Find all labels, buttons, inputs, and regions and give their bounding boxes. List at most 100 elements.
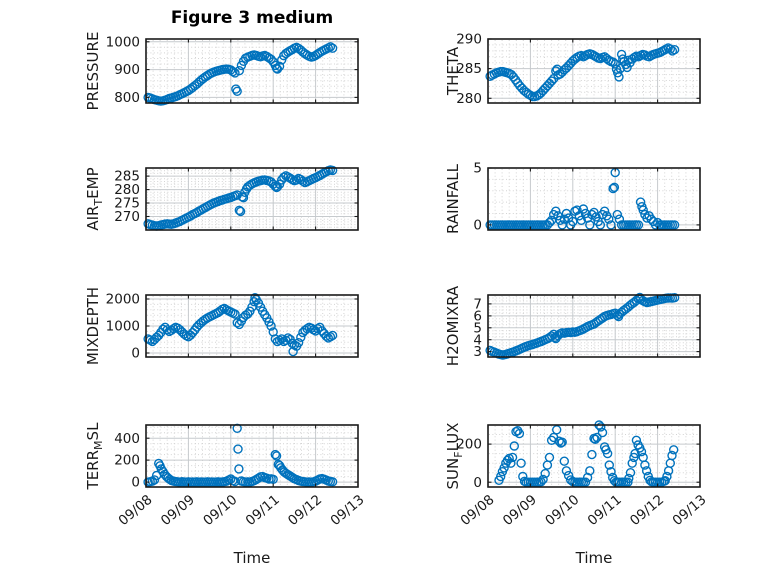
x-tick-label: 09/11: [243, 492, 283, 529]
data-point: [232, 86, 242, 97]
data-point: [631, 435, 642, 445]
data-point: [271, 451, 282, 461]
data-point: [592, 432, 602, 443]
axes-box: [145, 424, 359, 488]
data-point: [622, 62, 632, 73]
data-point: [597, 427, 608, 438]
data-point: [232, 318, 242, 328]
x-tick-label: 09/12: [627, 492, 667, 529]
data-point: [234, 205, 245, 216]
y-tick-label: 1000: [106, 34, 140, 50]
data-point: [243, 309, 253, 319]
data-point: [591, 212, 601, 222]
y-tick-label: 5: [473, 161, 482, 177]
data-point: [625, 468, 636, 478]
data-point: [274, 335, 285, 345]
data-point: [228, 66, 238, 77]
data-point: [544, 217, 555, 228]
data-point: [667, 450, 677, 461]
y-tick-label: 5: [473, 320, 482, 336]
data-point: [669, 220, 680, 230]
data-point: [234, 464, 244, 474]
data-point: [536, 477, 546, 487]
axes-box: [487, 38, 701, 104]
y-tick-label: 6: [473, 309, 482, 325]
data-point: [635, 197, 646, 207]
data-point: [496, 471, 506, 482]
data-point: [610, 59, 620, 69]
data-point: [499, 463, 509, 473]
data-point: [662, 471, 672, 482]
data-point: [604, 460, 614, 470]
data-point: [514, 428, 525, 439]
y-axis-label: AIRTEMP: [84, 167, 105, 230]
x-tick-label: 09/13: [327, 492, 367, 529]
y-tick-label: 900: [114, 62, 140, 78]
data-point: [587, 449, 597, 460]
x-tick-label: 09/09: [158, 492, 198, 529]
y-tick-label: 290: [456, 32, 482, 48]
data-point: [272, 182, 283, 192]
y-axis-label: PRESSURE: [84, 32, 102, 111]
data-point: [630, 448, 640, 459]
data-point: [636, 447, 647, 457]
data-point: [624, 473, 634, 484]
x-tick-label: 09/11: [585, 492, 625, 529]
y-tick-label: 275: [114, 196, 140, 212]
y-tick-label: 0: [473, 475, 482, 491]
data-point: [604, 214, 614, 224]
y-axis-label: RAINFALL: [444, 163, 462, 234]
y-tick-label: 200: [114, 453, 140, 469]
y-tick-label: 1000: [106, 319, 140, 335]
data-point: [168, 324, 179, 334]
data-point: [572, 205, 582, 215]
data-point: [238, 192, 249, 203]
y-tick-label: 3: [473, 344, 482, 360]
data-point: [638, 205, 648, 215]
data-point: [633, 220, 644, 230]
y-tick-label: 285: [114, 169, 140, 185]
data-point: [544, 452, 555, 463]
y-tick-label: 0: [131, 475, 140, 491]
data-point: [612, 209, 622, 220]
y-tick-label: 800: [114, 90, 140, 106]
data-point: [327, 165, 338, 176]
data-point: [272, 64, 283, 74]
x-tick-label: 09/12: [285, 492, 325, 529]
data-point: [641, 466, 652, 476]
y-tick-label: 0: [131, 346, 140, 362]
data-point: [599, 206, 610, 216]
figure-title: Figure 3 medium: [170, 8, 334, 28]
data-point: [627, 458, 637, 468]
y-tick-label: 280: [114, 182, 140, 198]
data-point: [660, 476, 670, 486]
data-point: [509, 441, 519, 451]
data-point: [589, 207, 599, 218]
data-point: [585, 466, 595, 476]
data-point: [235, 206, 246, 217]
y-tick-label: 285: [456, 61, 482, 77]
y-tick-label: 270: [114, 209, 140, 225]
data-point: [669, 45, 680, 55]
data-point: [629, 452, 639, 463]
x-tick-label: 09/09: [500, 492, 540, 529]
data-point: [274, 61, 285, 72]
data-point: [665, 44, 675, 54]
y-tick-label: 400: [114, 431, 140, 447]
y-tick-label: 7: [473, 297, 482, 313]
data-point: [609, 182, 620, 193]
x-tick-label: 09/08: [115, 492, 155, 529]
x-tick-label: 09/13: [669, 492, 709, 529]
x-tick-label: 09/10: [542, 492, 582, 529]
data-point: [296, 332, 306, 342]
y-tick-label: 2000: [106, 292, 140, 308]
data-point: [590, 434, 600, 444]
data-point: [561, 208, 572, 219]
data-point: [279, 172, 289, 182]
y-axis-label: SUNFLUX: [444, 423, 465, 490]
data-point: [506, 458, 516, 468]
